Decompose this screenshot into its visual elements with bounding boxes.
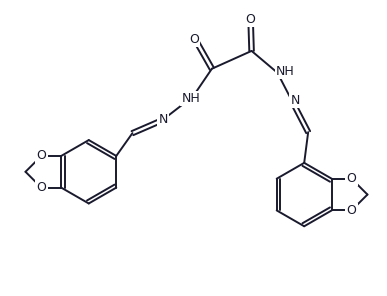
Text: O: O [246, 13, 255, 26]
Text: NH: NH [182, 92, 200, 105]
Text: N: N [159, 113, 168, 126]
Text: O: O [36, 149, 46, 163]
Text: NH: NH [276, 65, 295, 78]
Text: O: O [347, 204, 356, 217]
Text: N: N [291, 94, 300, 107]
Text: O: O [347, 172, 356, 185]
Text: O: O [189, 33, 199, 46]
Text: O: O [36, 181, 46, 194]
